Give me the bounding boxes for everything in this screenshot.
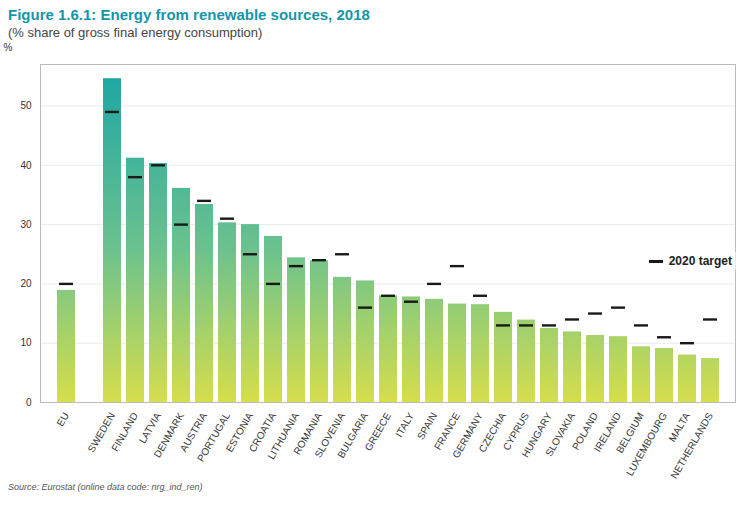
html-text:(% share of gross final energy: (% share of gross final energy consumpti… (8, 25, 263, 40)
svg-text:ROMANIA: ROMANIA (291, 410, 324, 457)
svg-text:30: 30 (20, 219, 32, 230)
html-text:Figure 1.6.1: Energy from rene: Figure 1.6.1: Energy from renewable sour… (8, 6, 370, 23)
html-text:Source: Eurostat (online data: Source: Eurostat (online data code: nrg_… (8, 482, 203, 492)
svg-text:GREECE: GREECE (362, 410, 393, 452)
svg-text:20: 20 (20, 278, 32, 289)
svg-text:LUXEMBOURG: LUXEMBOURG (624, 410, 669, 477)
svg-text:PORTUGAL: PORTUGAL (195, 410, 232, 463)
svg-text:BULGARIA: BULGARIA (335, 410, 370, 460)
svg-text:CYPRUS: CYPRUS (500, 410, 531, 453)
svg-text:SLOVENIA: SLOVENIA (312, 410, 347, 460)
svg-text:AUSTRIA: AUSTRIA (177, 410, 209, 454)
svg-text:LITHUANIA: LITHUANIA (265, 410, 301, 462)
svg-text:10: 10 (20, 337, 32, 348)
svg-text:SPAIN: SPAIN (415, 411, 439, 442)
svg-text:GERMANY: GERMANY (450, 410, 485, 460)
html-text:2020 target: 2020 target (668, 254, 732, 268)
svg-text:MALTA: MALTA (666, 410, 692, 444)
svg-text:40: 40 (20, 160, 32, 171)
svg-text:50: 50 (20, 100, 32, 111)
svg-text:%: % (4, 42, 13, 53)
svg-text:IRELAND: IRELAND (591, 410, 623, 454)
svg-text:HUNGARY: HUNGARY (519, 410, 554, 460)
svg-text:POLAND: POLAND (569, 410, 600, 452)
svg-text:ITALY: ITALY (393, 410, 416, 439)
svg-text:ESTONIA: ESTONIA (223, 410, 255, 454)
svg-text:FINLAND: FINLAND (109, 411, 140, 454)
svg-text:LATVIA: LATVIA (136, 410, 163, 446)
svg-text:EU: EU (55, 411, 71, 429)
svg-text:NETHERLANDS: NETHERLANDS (668, 410, 715, 480)
svg-text:SWEDEN: SWEDEN (85, 410, 117, 455)
svg-text:FRANCE: FRANCE (431, 410, 462, 452)
svg-text:SLOVAKIA: SLOVAKIA (543, 410, 577, 458)
svg-text:CROATIA: CROATIA (246, 410, 278, 454)
svg-text:CZECHIA: CZECHIA (476, 410, 508, 455)
svg-text:0: 0 (26, 397, 32, 408)
svg-text:DENMARK: DENMARK (151, 410, 186, 459)
svg-text:BELGIUM: BELGIUM (614, 410, 646, 456)
